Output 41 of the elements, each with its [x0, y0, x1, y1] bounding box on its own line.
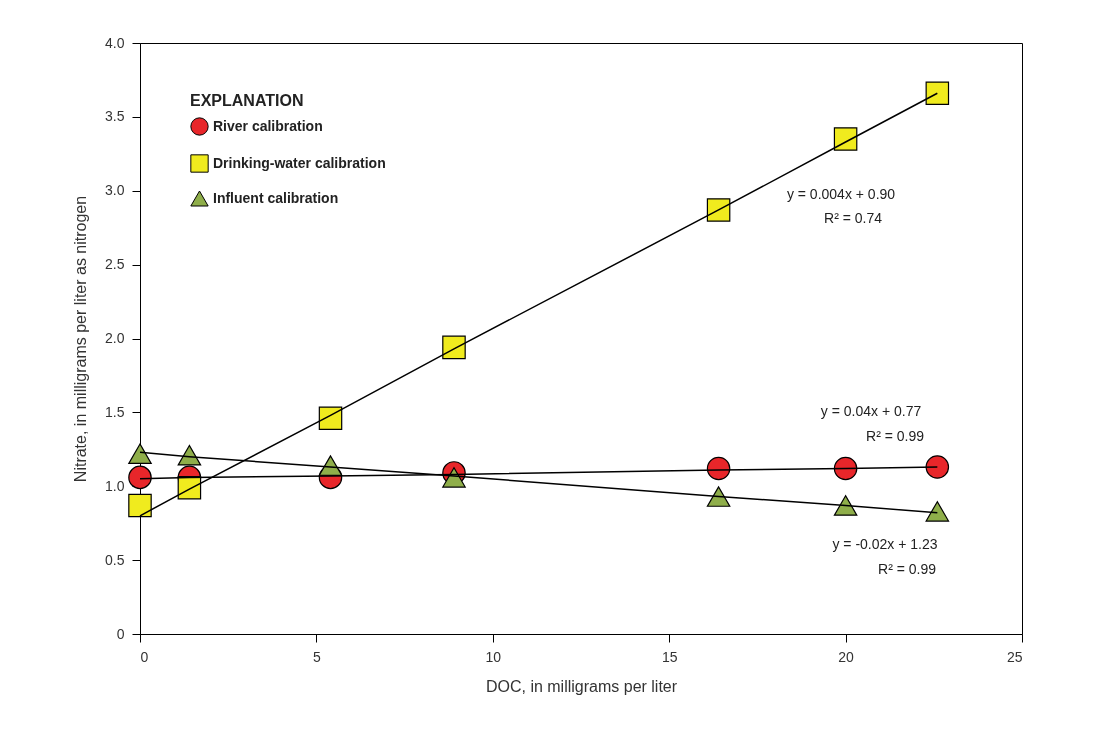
- point: [318, 406, 343, 431]
- annotation: y = 0.04x + 0.77: [820, 403, 922, 419]
- point: [442, 335, 466, 360]
- point: [128, 443, 152, 465]
- legend-title: EXPLANATION: [190, 92, 304, 109]
- point: [833, 495, 858, 516]
- y-tick-label: 0: [116, 625, 125, 642]
- point: [706, 486, 731, 507]
- y-tick-label: 2.5: [105, 256, 125, 273]
- x-tick-label: 10: [485, 648, 502, 665]
- x-tick-label: 15: [661, 648, 678, 665]
- point: [833, 456, 858, 481]
- legend-label: Influent calibration: [213, 189, 339, 206]
- y-tick-label: 1.5: [105, 403, 125, 420]
- annotation: R² = 0.99: [866, 428, 925, 444]
- point: [925, 81, 950, 106]
- y-tick-label: 2.0: [105, 330, 125, 346]
- y-tick-label: 0.5: [105, 551, 125, 568]
- y-tick-label: 4.0: [105, 34, 125, 51]
- x-tick-label: 0: [140, 648, 149, 665]
- point: [925, 455, 950, 479]
- annotation: y = -0.02x + 1.23: [832, 536, 938, 552]
- point: [128, 465, 152, 490]
- point: [833, 127, 858, 151]
- annotation: y = 0.004x + 0.90: [786, 186, 896, 202]
- point: [177, 444, 202, 466]
- legend-label: Drinking-water calibration: [213, 154, 386, 171]
- annotation: R² = 0.74: [824, 210, 883, 226]
- annotation: R² = 0.99: [878, 561, 937, 577]
- x-tick-label: 25: [1006, 648, 1023, 665]
- point: [925, 501, 950, 522]
- y-tick-label: 3.5: [105, 108, 125, 125]
- x-tick-label: 20: [838, 648, 855, 665]
- x-tick-label: 5: [313, 648, 321, 665]
- legend-label: River calibration: [213, 117, 323, 134]
- x-axis-title: DOC, in milligrams per liter: [485, 677, 678, 695]
- y-tick-label: 1.0: [105, 477, 125, 494]
- y-axis-title: Nitrate, in milligrams per liter as nitrogen: [72, 195, 90, 483]
- y-tick-label: 3.0: [105, 182, 125, 199]
- point: [128, 493, 152, 518]
- point: [706, 198, 731, 222]
